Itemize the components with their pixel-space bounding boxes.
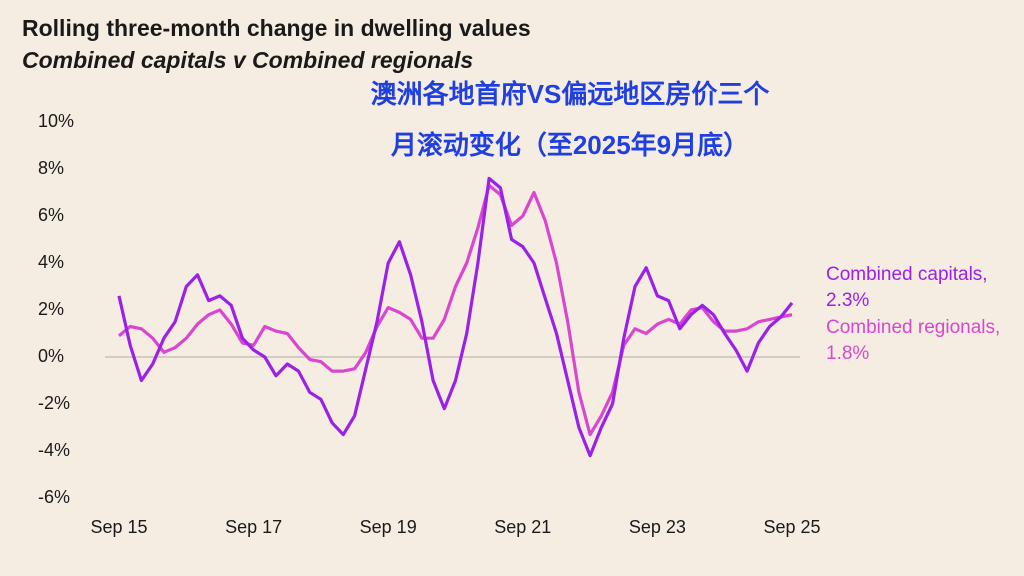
chart-title: Rolling three-month change in dwelling v… (22, 15, 531, 41)
y-tick-label: -2% (38, 393, 70, 413)
x-tick-label: Sep 15 (90, 517, 147, 537)
chart-subtitle: Combined capitals v Combined regionals (22, 47, 473, 73)
y-tick-label: 8% (38, 158, 64, 178)
series-line (117, 176, 794, 458)
legend-entry: Combined regionals, 1.8% (826, 317, 1001, 364)
series-line (117, 183, 793, 437)
annotation: 月滚动变化（至2025年9月底） (390, 130, 749, 160)
y-tick-label: -6% (38, 487, 70, 507)
x-tick-label: Sep 19 (360, 517, 417, 537)
y-tick-label: 0% (38, 346, 64, 366)
x-tick-label: Sep 21 (494, 517, 551, 537)
y-tick-label: -4% (38, 440, 70, 460)
legend-entry: Combined capitals, 2.3% (826, 264, 988, 311)
y-tick-label: 2% (38, 299, 64, 319)
x-tick-label: Sep 23 (629, 517, 686, 537)
x-tick-label: Sep 17 (225, 517, 282, 537)
annotation: 澳洲各地首府VS偏远地区房价三个 (371, 79, 771, 109)
y-tick-label: 10% (38, 111, 74, 131)
y-tick-label: 4% (38, 252, 64, 272)
y-tick-label: 6% (38, 205, 64, 225)
x-tick-label: Sep 25 (763, 517, 820, 537)
